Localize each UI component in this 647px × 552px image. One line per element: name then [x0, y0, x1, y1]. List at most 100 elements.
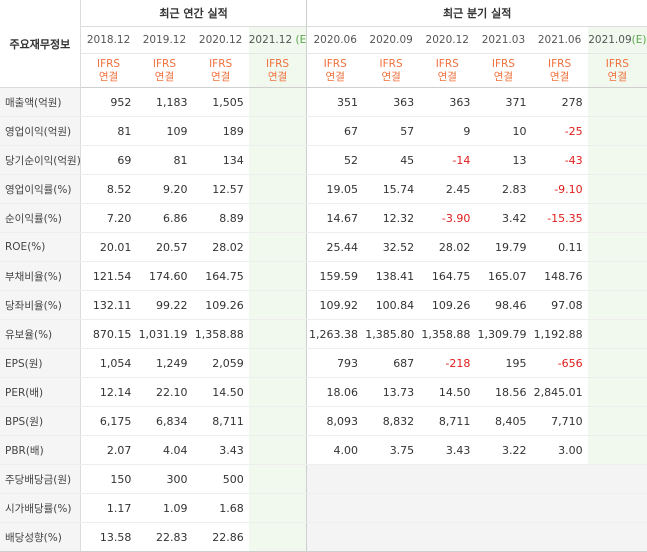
annual-value-cell: 12.57 [192, 174, 249, 204]
annual-value-cell: 99.22 [136, 290, 193, 320]
quarter-value-cell [587, 522, 647, 552]
quarter-value-cell [475, 464, 532, 494]
quarter-value-cell [306, 522, 364, 552]
quarter-value-cell [587, 261, 647, 291]
table-row: 배당성향(%) 13.58 22.83 22.86 [0, 522, 647, 552]
annual-value-cell: 81 [136, 145, 193, 175]
quarter-value-cell: 2.45 [419, 174, 476, 204]
quarter-estimate-period-header: 2021.09(E) [587, 26, 647, 54]
quarter-period-header: 2020.06 [306, 26, 364, 54]
row-label: 당기순이익(억원) [0, 145, 81, 175]
quarter-value-cell: 52 [306, 145, 364, 175]
table-row: 순이익률(%) 7.20 6.86 8.89 14.67 12.32 -3.90 3.42 -1… [0, 203, 647, 233]
quarter-value-cell [587, 464, 647, 494]
quarter-value-cell: -218 [419, 348, 476, 378]
annual-value-cell [248, 377, 307, 407]
consolidated-label: 연결 [549, 70, 570, 83]
table-row: 영업이익(억원) 81 109 189 67 57 9 10 -25 [0, 116, 647, 146]
quarter-value-cell: 3.42 [475, 203, 532, 233]
annual-value-cell: 2.07 [80, 435, 137, 465]
quarter-value-cell [419, 522, 476, 552]
annual-value-cell: 9.20 [136, 174, 193, 204]
quarter-value-cell: 2.83 [475, 174, 532, 204]
annual-value-cell: 121.54 [80, 261, 137, 291]
table-row: ROE(%) 20.01 20.57 28.02 25.44 32.52 28.02 19.7… [0, 232, 647, 262]
row-label-header: 주요재무정보 [0, 0, 81, 88]
annual-value-cell: 14.50 [192, 377, 249, 407]
quarter-value-cell: 138.41 [363, 261, 420, 291]
row-label: 영업이익(억원) [0, 116, 81, 146]
quarter-value-cell: 159.59 [306, 261, 364, 291]
ifrs-label: IFRS [323, 57, 347, 70]
quarter-value-cell: 1,263.38 [306, 319, 364, 349]
period-label: 2021.09 [588, 34, 632, 46]
row-label: 시가배당률(%) [0, 493, 81, 523]
quarter-value-cell: -14 [419, 145, 476, 175]
ifrs-label: IFRS [605, 57, 629, 70]
consolidated-label: 연결 [437, 70, 457, 83]
ifrs-label: IFRS [379, 57, 403, 70]
annual-value-cell: 500 [192, 464, 249, 494]
quarter-value-cell: 8,711 [419, 406, 476, 436]
annual-value-cell: 81 [80, 116, 137, 146]
ifrs-label: IFRS [548, 57, 572, 70]
annual-value-cell: 22.10 [136, 377, 193, 407]
annual-value-cell [248, 435, 307, 465]
quarter-group-header: 최근 분기 실적 [306, 0, 647, 27]
annual-value-cell: 8.52 [80, 174, 137, 204]
consolidated-label: 연결 [267, 70, 288, 83]
annual-value-cell: 174.60 [136, 261, 193, 291]
ifrs-label: IFRS [97, 57, 121, 70]
table-row: 시가배당률(%) 1.17 1.09 1.68 [0, 493, 647, 523]
quarter-value-cell: 363 [363, 87, 420, 117]
ifrs-basis-header: IFRS 연결 [531, 53, 588, 88]
quarter-value-cell: 793 [306, 348, 364, 378]
quarter-value-cell [419, 493, 476, 523]
quarter-value-cell: 165.07 [475, 261, 532, 291]
quarter-value-cell: 98.46 [475, 290, 532, 320]
annual-value-cell: 134 [192, 145, 249, 175]
ifrs-basis-header: IFRS 연결 [136, 53, 193, 88]
quarter-value-cell: 15.74 [363, 174, 420, 204]
quarter-value-cell [587, 493, 647, 523]
quarter-period-header: 2021.03 [475, 26, 532, 54]
row-label: 당좌비율(%) [0, 290, 81, 320]
table-row: PER(배) 12.14 22.10 14.50 18.06 13.73 14.50 18.5… [0, 377, 647, 407]
annual-value-cell: 22.83 [136, 522, 193, 552]
quarter-value-cell [306, 464, 364, 494]
quarter-value-cell [587, 232, 647, 262]
annual-value-cell [248, 261, 307, 291]
quarter-value-cell [531, 493, 588, 523]
annual-value-cell: 1,054 [80, 348, 137, 378]
row-label: 배당성향(%) [0, 522, 81, 552]
quarter-value-cell: 3.43 [419, 435, 476, 465]
quarter-value-cell [531, 464, 588, 494]
quarter-value-cell: 8,832 [363, 406, 420, 436]
quarter-value-cell: 18.56 [475, 377, 532, 407]
quarter-value-cell: 371 [475, 87, 532, 117]
quarter-value-cell: 12.32 [363, 203, 420, 233]
quarter-value-cell: 363 [419, 87, 476, 117]
annual-value-cell: 1,358.88 [192, 319, 249, 349]
ifrs-basis-header: IFRS 연결 [248, 53, 307, 88]
consolidated-label: 연결 [607, 70, 627, 83]
quarter-value-cell [587, 348, 647, 378]
table-row: 영업이익률(%) 8.52 9.20 12.57 19.05 15.74 2.45 2.83-… [0, 174, 647, 204]
quarter-value-cell: 687 [363, 348, 420, 378]
quarter-value-cell: -656 [531, 348, 588, 378]
consolidated-label: 연결 [381, 70, 401, 83]
quarter-value-cell: 45 [363, 145, 420, 175]
annual-value-cell: 20.01 [80, 232, 137, 262]
ifrs-basis-header: IFRS 연결 [475, 53, 532, 88]
ifrs-label: IFRS [209, 57, 233, 70]
row-label: EPS(원) [0, 348, 81, 378]
annual-value-cell [248, 319, 307, 349]
quarter-value-cell: 57 [363, 116, 420, 146]
annual-value-cell [248, 203, 307, 233]
ifrs-label: IFRS [265, 57, 290, 70]
quarter-value-cell [587, 435, 647, 465]
annual-value-cell: 4.04 [136, 435, 193, 465]
quarter-value-cell: 4.00 [306, 435, 364, 465]
table-row: 유보율(%) 870.15 1,031.19 1,358.88 1,263.38 1,38… [0, 319, 647, 349]
consolidated-label: 연결 [325, 70, 345, 83]
